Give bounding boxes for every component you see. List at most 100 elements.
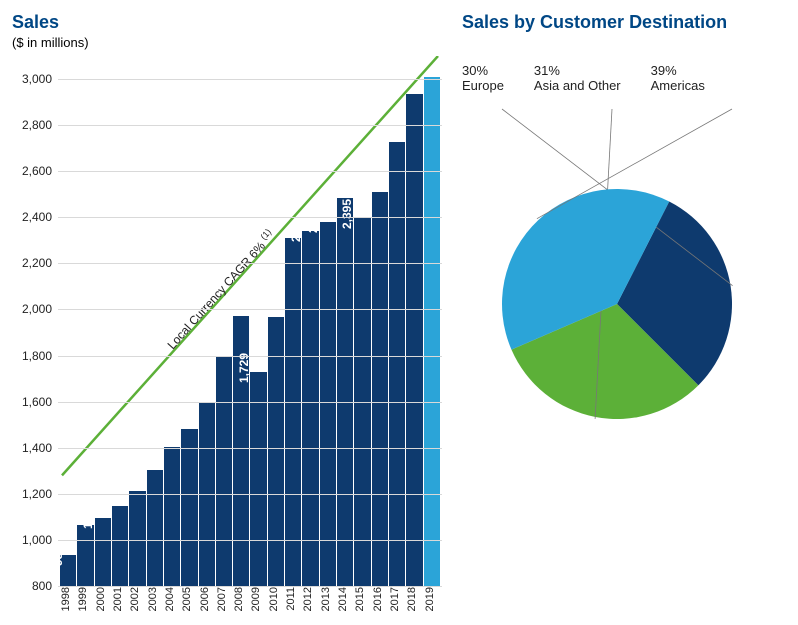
bar-value-label: 2,508 — [358, 173, 372, 203]
y-tick-label: 2,200 — [12, 256, 52, 270]
bar-value-label: 1,973 — [219, 297, 233, 327]
pie-legend-percent: 31% — [534, 63, 621, 78]
bar: 1,304 — [147, 470, 163, 586]
gridline — [58, 309, 442, 310]
x-tick-label: 2019 — [424, 587, 440, 613]
bar: 3,009 — [424, 77, 440, 586]
x-tick-label: 1998 — [60, 587, 76, 613]
x-tick-label: 2017 — [389, 587, 405, 613]
bar: 1,214 — [129, 491, 145, 586]
pie-legend: 30%Europe 31%Asia and Other 39%Americas — [462, 63, 786, 93]
bar-chart-title: Sales — [12, 12, 442, 33]
bar: 2,486 — [337, 198, 353, 587]
sales-bar-chart-panel: Sales ($ in millions) 9361,0651,0961,148… — [12, 12, 442, 613]
y-tick-label: 3,000 — [12, 72, 52, 86]
gridline — [58, 171, 442, 172]
x-tick-label: 2014 — [337, 587, 353, 613]
bar: 2,309 — [285, 238, 301, 586]
bar-value-label: 1,482 — [167, 410, 181, 440]
pie-legend-item: 30%Europe — [462, 63, 504, 93]
pie-legend-item: 39%Americas — [651, 63, 705, 93]
y-tick-label: 2,600 — [12, 164, 52, 178]
gridline — [58, 125, 442, 126]
pie-legend-label: Europe — [462, 78, 504, 93]
bar: 1,148 — [112, 506, 128, 586]
gridline — [58, 356, 442, 357]
bar-value-label: 1,968 — [254, 298, 268, 328]
bar: 1,482 — [181, 429, 197, 586]
bar-value-label: 3,009 — [410, 58, 424, 88]
pie-legend-label: Asia and Other — [534, 78, 621, 93]
bar-value-label: 1,595 — [185, 384, 199, 414]
pie-chart-title: Sales by Customer Destination — [462, 12, 786, 33]
y-tick-label: 800 — [12, 579, 52, 593]
bar-value-label: 2,486 — [323, 178, 337, 208]
y-tick-label: 2,800 — [12, 118, 52, 132]
y-tick-label: 1,200 — [12, 487, 52, 501]
bar: 1,729 — [250, 372, 266, 586]
bar-value-label: 1,214 — [115, 472, 129, 502]
y-tick-label: 1,800 — [12, 349, 52, 363]
x-tick-label: 2006 — [199, 587, 215, 613]
bar-value-label: 2,725 — [375, 123, 389, 153]
bar-value-label: 2,395 — [340, 199, 354, 229]
gridline — [58, 402, 442, 403]
x-tick-label: 1999 — [77, 587, 93, 613]
x-tick-label: 2009 — [250, 587, 266, 613]
sales-pie-chart-panel: Sales by Customer Destination 30%Europe3… — [462, 12, 786, 613]
bar-chart-subtitle: ($ in millions) — [12, 35, 442, 50]
bar: 1,794 — [216, 357, 232, 586]
x-tick-label: 2012 — [302, 587, 318, 613]
bar: 2,379 — [320, 222, 336, 586]
bar: 1,404 — [164, 447, 180, 586]
x-tick-label: 2001 — [112, 587, 128, 613]
gridline — [58, 263, 442, 264]
pie-legend-percent: 39% — [651, 63, 705, 78]
gridline — [58, 448, 442, 449]
bar-value-label: 2,342 — [289, 212, 303, 242]
y-tick-label: 1,400 — [12, 441, 52, 455]
bar: 2,342 — [302, 231, 318, 586]
y-tick-label: 1,600 — [12, 395, 52, 409]
x-tick-label: 2005 — [181, 587, 197, 613]
x-tick-label: 2011 — [285, 587, 301, 613]
gridline — [58, 540, 442, 541]
y-tick-label: 1,000 — [12, 533, 52, 547]
y-tick-label: 2,000 — [12, 302, 52, 316]
x-tick-label: 2013 — [320, 587, 336, 613]
bar-value-label: 1,304 — [133, 451, 147, 481]
x-tick-label: 2003 — [147, 587, 163, 613]
bar: 1,065 — [77, 525, 93, 586]
pie-chart — [462, 109, 762, 429]
bar-value-label: 1,404 — [150, 428, 164, 458]
pie-legend-percent: 30% — [462, 63, 504, 78]
pie-legend-item: 31%Asia and Other — [534, 63, 621, 93]
bar: 1,096 — [95, 518, 111, 586]
bar: 2,936 — [406, 94, 422, 586]
bar: 2,725 — [389, 142, 405, 586]
gridline — [58, 79, 442, 80]
x-tick-label: 2015 — [354, 587, 370, 613]
gridline — [58, 494, 442, 495]
x-tick-label: 2008 — [233, 587, 249, 613]
y-tick-label: 2,400 — [12, 210, 52, 224]
x-tick-label: 2000 — [95, 587, 111, 613]
x-tick-label: 2007 — [216, 587, 232, 613]
bar-value-label: 1,729 — [237, 353, 251, 383]
pie-legend-label: Americas — [651, 78, 705, 93]
x-tick-label: 2010 — [268, 587, 284, 613]
bar-value-label: 1,065 — [63, 506, 77, 536]
x-tick-label: 2004 — [164, 587, 180, 613]
bar: 1,968 — [268, 317, 284, 586]
gridline — [58, 217, 442, 218]
bar-value-label: 1,148 — [98, 487, 112, 517]
bar: 936 — [60, 555, 76, 586]
x-tick-label: 2018 — [406, 587, 422, 613]
bar-value-label: 936 — [51, 546, 65, 566]
x-tick-label: 2002 — [129, 587, 145, 613]
x-tick-label: 2016 — [372, 587, 388, 613]
bar-value-label: 1,096 — [81, 499, 95, 529]
bar-value-label: 1,794 — [202, 338, 216, 368]
bar: 2,508 — [372, 192, 388, 586]
bar-chart: 9361,0651,0961,1481,2141,3041,4041,4821,… — [12, 56, 442, 613]
